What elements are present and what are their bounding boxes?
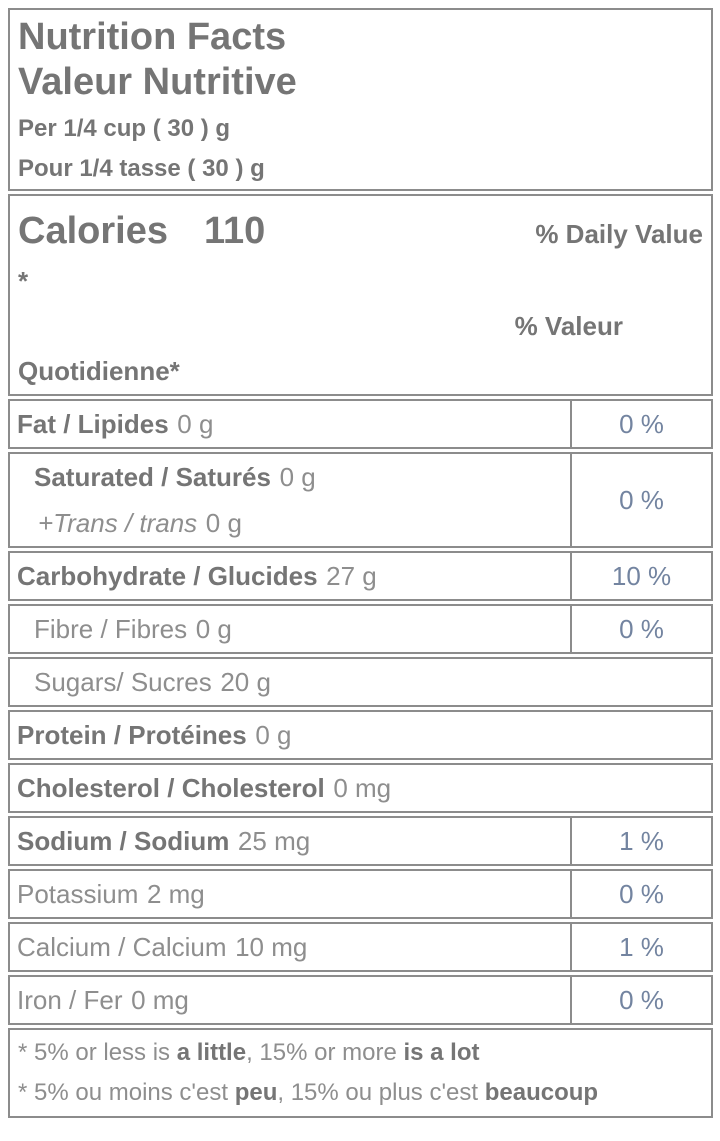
nutrient-cell: Saturated / Saturés 0 g +Trans / trans 0 g <box>10 454 570 546</box>
nutrient-amount: 10 mg <box>235 932 308 962</box>
calories-section: Calories 110 % Daily Value * % Valeur Quot… <box>8 194 713 396</box>
nutrient-cell: Fibre / Fibres 0 g <box>10 606 570 652</box>
calories-label: Calories <box>18 210 168 252</box>
row-sugars: Sugars/ Sucres 20 g <box>8 657 713 707</box>
nutrient-name: Fibre / Fibres <box>34 614 188 644</box>
daily-value-cell: 0 % <box>570 871 711 917</box>
row-fat: Fat / Lipides 0 g 0 % <box>8 399 713 449</box>
nutrient-cell: Cholesterol / Cholesterol 0 mg <box>10 765 711 811</box>
nutrient-name: Sodium / Sodium <box>17 826 230 856</box>
daily-value-cell: 0 % <box>570 977 711 1023</box>
daily-value-percent: 10 % <box>611 560 672 591</box>
footnote-french: * 5% ou moins c'est peu, 15% ou plus c'e… <box>18 1073 703 1113</box>
footnote-section: * 5% or less is a little, 15% or more is… <box>8 1028 713 1118</box>
nutrient-cell: Calcium / Calcium 10 mg <box>10 924 570 970</box>
daily-value-cell: 1 % <box>570 924 711 970</box>
nutrient-name: +Trans / trans <box>38 508 198 538</box>
nutrient-amount: 0 mg <box>333 773 392 803</box>
row-saturated-trans: Saturated / Saturés 0 g +Trans / trans 0 g… <box>8 452 713 548</box>
nutrient-amount: 0 g <box>205 508 242 538</box>
footnote-bold-text: is a lot <box>403 1039 480 1066</box>
row-iron: Iron / Fer 0 mg 0 % <box>8 975 713 1025</box>
nutrient-cell: Sugars/ Sucres 20 g <box>10 659 711 705</box>
nutrient-name: Protein / Protéines <box>17 720 247 750</box>
nutrient-name: Iron / Fer <box>17 985 123 1015</box>
daily-value-percent: 0 % <box>619 613 664 644</box>
footnote-text: * 5% or less is <box>18 1039 177 1066</box>
row-cholesterol: Cholesterol / Cholesterol 0 mg <box>8 763 713 813</box>
daily-value-percent: 0 % <box>619 984 664 1015</box>
row-fibre: Fibre / Fibres 0 g 0 % <box>8 604 713 654</box>
daily-value-cell: 0 % <box>570 606 711 652</box>
daily-value-percent: 0 % <box>619 484 664 515</box>
title-english: Nutrition Facts <box>18 16 287 58</box>
nutrient-cell: Protein / Protéines 0 g <box>10 712 711 758</box>
nutrient-cell: Sodium / Sodium 25 mg <box>10 818 570 864</box>
daily-value-percent: 1 % <box>619 825 664 856</box>
footnote-bold-text: beaucoup <box>484 1079 599 1106</box>
row-sodium: Sodium / Sodium 25 mg 1 % <box>8 816 713 866</box>
calories-value: 110 <box>203 210 266 252</box>
footnote-bold-text: a little <box>176 1039 247 1066</box>
title-french: Valeur Nutritive <box>18 61 297 103</box>
nutrient-amount: 0 g <box>195 614 232 644</box>
nutrient-name: Calcium / Calcium <box>17 932 227 962</box>
nutrient-amount: 0 g <box>279 462 316 492</box>
daily-value-heading-french-line1: % Valeur <box>514 311 623 341</box>
row-carbohydrate: Carbohydrate / Glucides 27 g 10 % <box>8 551 713 601</box>
daily-value-percent: 1 % <box>619 931 664 962</box>
nutrient-name: Carbohydrate / Glucides <box>17 561 318 591</box>
nutrient-cell: Potassium 2 mg <box>10 871 570 917</box>
nutrient-amount: 0 g <box>255 720 292 750</box>
footnote-text: * 5% ou moins c'est <box>18 1079 235 1106</box>
nutrient-cell: Fat / Lipides 0 g <box>10 401 570 447</box>
nutrient-name: Saturated / Saturés <box>34 462 271 492</box>
saturated-line: Saturated / Saturés 0 g <box>17 454 316 500</box>
footnote-text: , 15% ou plus c'est <box>277 1079 485 1106</box>
daily-value-cell: 1 % <box>570 818 711 864</box>
footnote-english: * 5% or less is a little, 15% or more is… <box>18 1033 703 1073</box>
trans-line: +Trans / trans 0 g <box>17 500 242 546</box>
serving-size-french: Pour 1/4 tasse ( 30 ) g <box>18 155 265 182</box>
footnote-bold-text: peu <box>234 1079 278 1106</box>
daily-value-cell: 0 % <box>570 401 711 447</box>
row-protein: Protein / Protéines 0 g <box>8 710 713 760</box>
nutrient-amount: 25 mg <box>237 826 311 856</box>
nutrient-name: Fat / Lipides <box>17 409 169 439</box>
footnote-text: , 15% or more <box>246 1039 404 1066</box>
nutrient-name: Cholesterol / Cholesterol <box>17 773 325 803</box>
calories-line: Calories 110 % Daily Value <box>18 206 703 259</box>
nutrient-amount: 2 mg <box>146 879 205 909</box>
daily-value-asterisk: * <box>18 266 29 296</box>
nutrient-amount: 0 g <box>177 409 214 439</box>
daily-value-heading-english: % Daily Value <box>535 219 703 249</box>
nutrient-amount: 20 g <box>220 667 271 697</box>
nutrient-name: Sugars/ Sucres <box>34 667 212 697</box>
daily-value-cell: 10 % <box>570 553 711 599</box>
nutrient-name: Potassium <box>17 879 139 909</box>
nutrient-amount: 0 mg <box>131 985 189 1015</box>
header-section: Nutrition Facts Valeur Nutritive Per 1/4… <box>8 8 713 191</box>
serving-size-english: Per 1/4 cup ( 30 ) g <box>18 115 231 142</box>
row-calcium: Calcium / Calcium 10 mg 1 % <box>8 922 713 972</box>
row-potassium: Potassium 2 mg 0 % <box>8 869 713 919</box>
nutrient-cell: Iron / Fer 0 mg <box>10 977 570 1023</box>
daily-value-cell: 0 % <box>570 454 711 546</box>
nutrient-amount: 27 g <box>326 561 377 591</box>
nutrient-cell: Carbohydrate / Glucides 27 g <box>10 553 570 599</box>
daily-value-percent: 0 % <box>619 408 664 439</box>
daily-value-heading-french-line2: Quotidienne* <box>18 356 180 386</box>
daily-value-percent: 0 % <box>619 878 664 909</box>
nutrition-facts-label: Nutrition Facts Valeur Nutritive Per 1/4… <box>8 8 713 1118</box>
